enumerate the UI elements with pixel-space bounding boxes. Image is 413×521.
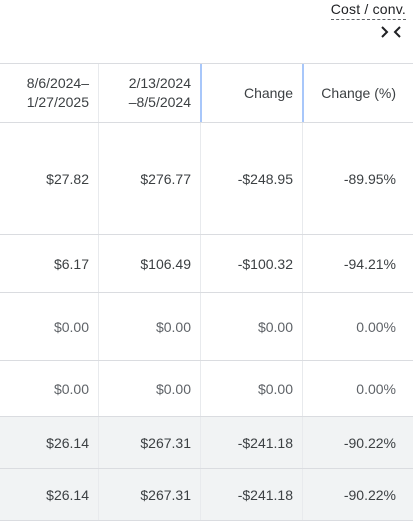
- column-divider: [302, 469, 303, 520]
- column-header-previous-period[interactable]: 2/13/2024 –8/5/2024: [128, 75, 191, 110]
- column-divider: [200, 469, 201, 520]
- column-divider: [200, 123, 201, 234]
- total-row: $26.14 $267.31 -$241.18 -90.22%: [0, 417, 413, 469]
- cell-previous-period: $267.31: [140, 434, 191, 451]
- column-divider: [98, 235, 99, 292]
- cell-change: -$248.95: [237, 170, 293, 187]
- collapse-columns-icon[interactable]: [380, 24, 402, 40]
- cell-change-percent: 0.00%: [356, 380, 396, 397]
- column-divider: [200, 361, 201, 416]
- column-divider: [98, 123, 99, 234]
- table-row: $0.00 $0.00 $0.00 0.00%: [0, 293, 413, 361]
- cell-change: -$241.18: [237, 486, 293, 503]
- cell-change: $0.00: [257, 380, 293, 397]
- column-divider: [98, 293, 99, 360]
- column-divider: [98, 64, 99, 122]
- cell-change: -$241.18: [237, 434, 293, 451]
- cell-change-percent: -89.95%: [343, 170, 396, 187]
- column-header-change[interactable]: Change: [243, 84, 293, 101]
- column-header-change-percent[interactable]: Change (%): [321, 84, 396, 101]
- cell-current-period: $0.00: [53, 318, 89, 335]
- column-header-current-period[interactable]: 8/6/2024– 1/27/2025: [26, 75, 89, 110]
- cell-current-period: $27.82: [46, 170, 89, 187]
- cell-current-period: $0.00: [53, 380, 89, 397]
- column-divider-highlight: [302, 64, 304, 122]
- table-header-row: 8/6/2024– 1/27/2025 2/13/2024 –8/5/2024 …: [0, 64, 413, 123]
- cell-previous-period: $0.00: [155, 318, 191, 335]
- cell-previous-period: $0.00: [155, 380, 191, 397]
- table-top-bar: Cost / conv.: [0, 0, 413, 64]
- cost-per-conversion-header[interactable]: Cost / conv.: [330, 1, 406, 20]
- column-divider-highlight: [200, 64, 202, 122]
- cell-change-percent: -90.22%: [343, 434, 396, 451]
- column-divider: [302, 361, 303, 416]
- cell-change: $0.00: [257, 318, 293, 335]
- cell-change-percent: -94.21%: [343, 255, 396, 272]
- cell-current-period: $6.17: [53, 255, 89, 272]
- column-divider: [98, 361, 99, 416]
- cell-change: -$100.32: [237, 255, 293, 272]
- column-divider: [200, 293, 201, 360]
- cell-previous-period: $267.31: [140, 486, 191, 503]
- cell-previous-period: $276.77: [140, 170, 191, 187]
- column-divider: [302, 417, 303, 468]
- cell-change-percent: 0.00%: [356, 318, 396, 335]
- total-row: $26.14 $267.31 -$241.18 -90.22%: [0, 469, 413, 521]
- table-row: $6.17 $106.49 -$100.32 -94.21%: [0, 235, 413, 293]
- table-row: $0.00 $0.00 $0.00 0.00%: [0, 361, 413, 417]
- column-divider: [200, 417, 201, 468]
- cell-current-period: $26.14: [46, 434, 89, 451]
- column-divider: [302, 123, 303, 234]
- comparison-table: 8/6/2024– 1/27/2025 2/13/2024 –8/5/2024 …: [0, 64, 413, 521]
- cell-current-period: $26.14: [46, 486, 89, 503]
- column-divider: [302, 293, 303, 360]
- cell-previous-period: $106.49: [140, 255, 191, 272]
- column-divider: [98, 417, 99, 468]
- cell-change-percent: -90.22%: [343, 486, 396, 503]
- table-row: $27.82 $276.77 -$248.95 -89.95%: [0, 123, 413, 235]
- column-divider: [200, 235, 201, 292]
- column-divider: [98, 469, 99, 520]
- column-divider: [302, 235, 303, 292]
